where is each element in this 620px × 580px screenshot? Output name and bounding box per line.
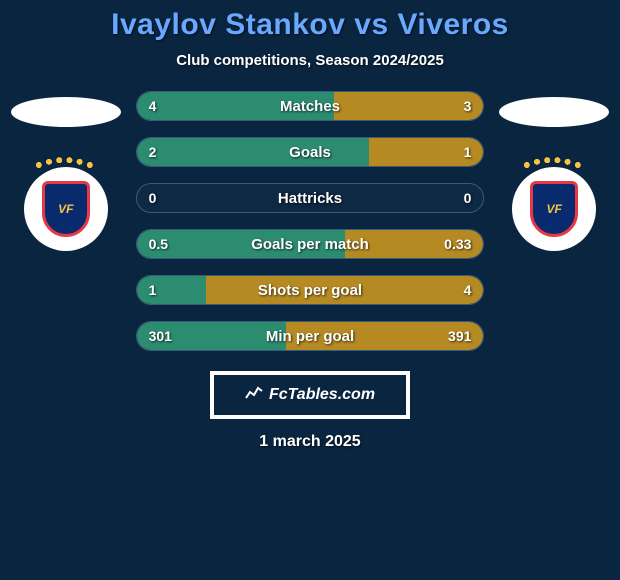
right-value: 0 (464, 190, 472, 206)
main-row: VF 4 3 Matches 2 1 Goals 0 0 Hattricks 0.5 0.33 Goa… (0, 91, 620, 351)
stat-label: Matches (280, 98, 340, 115)
bar-left-fill (137, 138, 369, 166)
left-value: 0.5 (149, 236, 168, 252)
stat-label: Goals per match (251, 236, 369, 253)
left-player-col: VF (6, 91, 126, 251)
bar-right-fill (334, 92, 483, 120)
date-label: 1 march 2025 (0, 433, 620, 451)
left-value: 4 (149, 98, 157, 114)
right-value: 3 (464, 98, 472, 114)
stat-row: 1 4 Shots per goal (136, 275, 485, 305)
right-club-crest: VF (512, 167, 596, 251)
stat-row: 4 3 Matches (136, 91, 485, 121)
crest-initials: VF (58, 202, 73, 216)
left-ellipse-shadow (11, 97, 121, 127)
page-title: Ivaylov Stankov vs Viveros (0, 8, 620, 42)
left-value: 1 (149, 282, 157, 298)
crest-shield-icon: VF (530, 181, 578, 237)
stat-row: 0 0 Hattricks (136, 183, 485, 213)
stat-row: 0.5 0.33 Goals per match (136, 229, 485, 259)
comparison-card: Ivaylov Stankov vs Viveros Club competit… (0, 0, 620, 451)
left-value: 0 (149, 190, 157, 206)
brand-name: FcTables.com (269, 386, 375, 404)
crest-initials: VF (547, 202, 562, 216)
stat-label: Min per goal (266, 328, 354, 345)
stats-table: 4 3 Matches 2 1 Goals 0 0 Hattricks 0.5 0.33 Goals … (136, 91, 485, 351)
chart-icon (245, 386, 263, 405)
left-value: 301 (149, 328, 172, 344)
stat-label: Shots per goal (258, 282, 362, 299)
stat-label: Hattricks (278, 190, 342, 207)
stat-row: 301 391 Min per goal (136, 321, 485, 351)
left-value: 2 (149, 144, 157, 160)
stat-row: 2 1 Goals (136, 137, 485, 167)
right-ellipse-shadow (499, 97, 609, 127)
right-value: 4 (464, 282, 472, 298)
left-club-crest: VF (24, 167, 108, 251)
crest-shield-icon: VF (42, 181, 90, 237)
right-value: 1 (464, 144, 472, 160)
stat-label: Goals (289, 144, 331, 161)
right-player-col: VF (494, 91, 614, 251)
bar-left-fill (137, 276, 206, 304)
subtitle: Club competitions, Season 2024/2025 (0, 52, 620, 69)
right-value: 391 (448, 328, 471, 344)
brand-logo: FcTables.com (210, 371, 410, 419)
right-value: 0.33 (444, 236, 471, 252)
